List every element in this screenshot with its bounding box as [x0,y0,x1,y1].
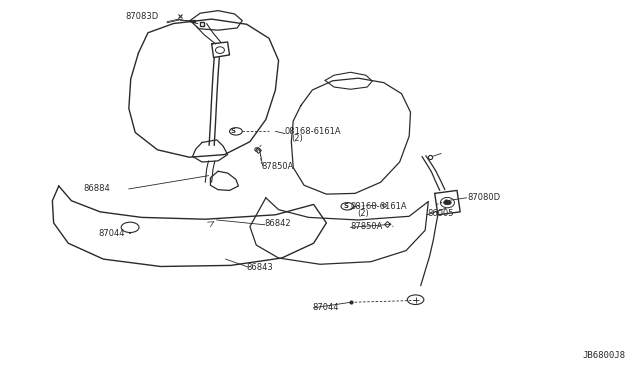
Text: 87083D: 87083D [125,12,159,21]
Text: 87080D: 87080D [468,193,501,202]
Text: (2): (2) [357,209,369,218]
Text: 08168-6161A: 08168-6161A [351,202,407,211]
Text: JB6800J8: JB6800J8 [583,350,626,359]
Text: 87044: 87044 [312,303,339,312]
Text: 86843: 86843 [246,263,273,272]
Text: (2): (2) [291,134,303,143]
Text: 86842: 86842 [264,219,291,228]
Text: 86884: 86884 [83,185,109,193]
Text: S: S [231,128,236,134]
Text: 87850A: 87850A [261,162,294,171]
Text: S: S [344,203,349,209]
Text: 08168-6161A: 08168-6161A [285,127,342,136]
Circle shape [444,201,451,205]
Text: 87850A: 87850A [351,222,383,231]
Text: 86005: 86005 [427,209,454,218]
Text: 87044: 87044 [99,230,125,238]
